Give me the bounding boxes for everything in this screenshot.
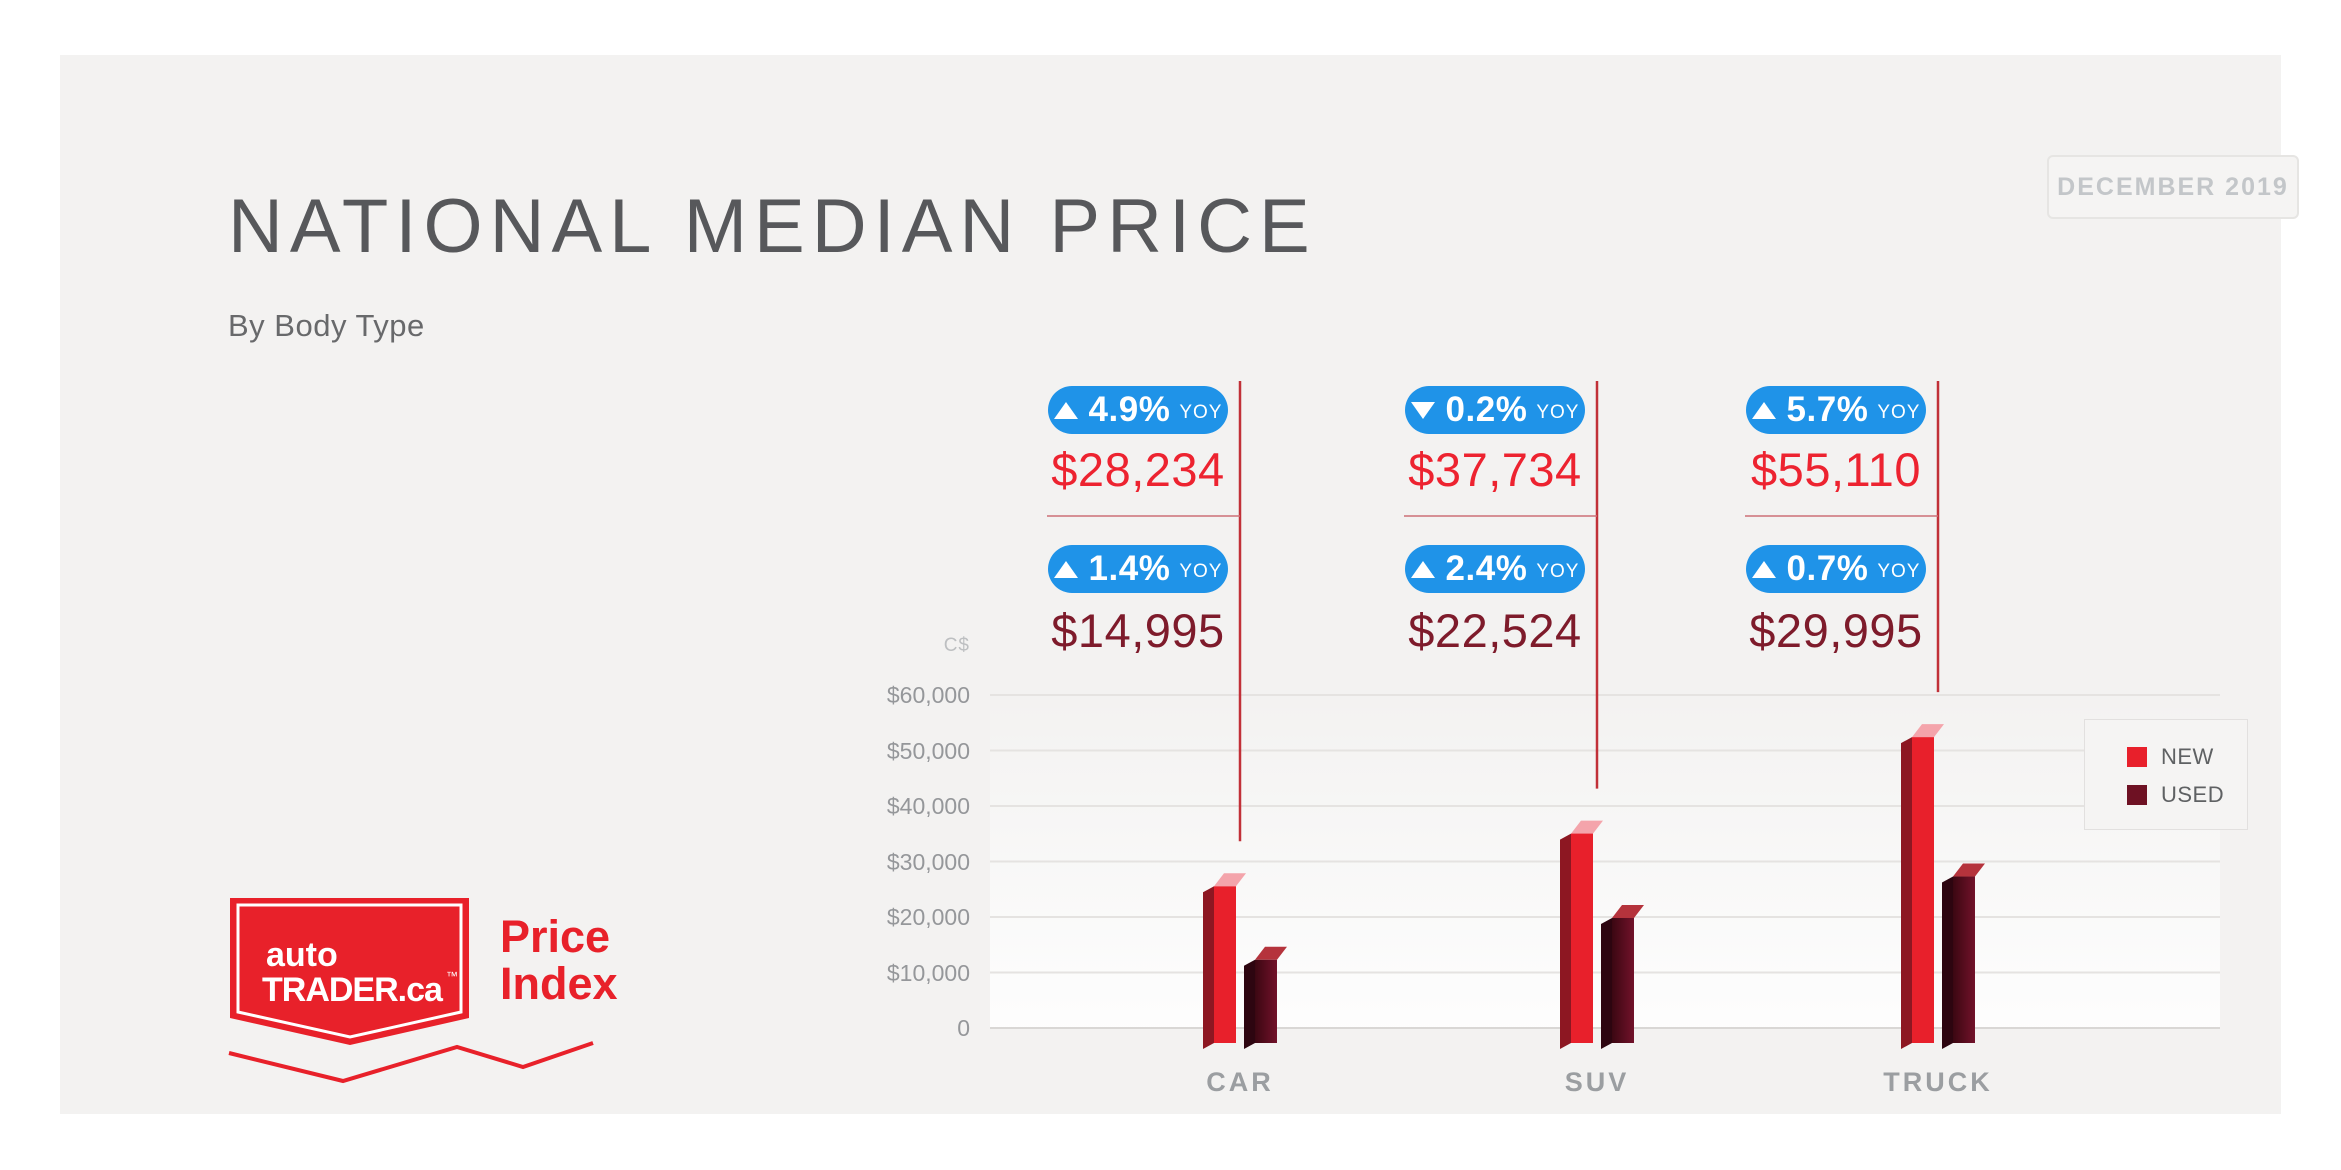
- y-tick-label: $40,000: [886, 793, 970, 819]
- callout-group-car: 4.9% YOY $28,234 1.4% YOY $14,995: [1028, 386, 1248, 655]
- truck-new-price: $55,110: [1751, 443, 1921, 496]
- car-used-yoy-pill: 1.4% YOY: [1048, 545, 1228, 593]
- truck-new-yoy-pill: 5.7% YOY: [1746, 386, 1926, 434]
- car-used-price: $14,995: [1051, 604, 1225, 657]
- truck-used-yoy-pill: 0.7% YOY: [1746, 545, 1926, 593]
- car-new-yoy-pct: 4.9%: [1088, 390, 1171, 429]
- card-background: NATIONAL MEDIAN PRICE By Body Type DECEM…: [60, 55, 2299, 1114]
- logo-text-auto: auto: [266, 936, 338, 974]
- zigzag-stroke: [228, 1041, 594, 1084]
- suv-new-yoy-pct: 0.2%: [1445, 390, 1528, 429]
- price-index-wordmark: Price Index: [500, 913, 618, 1007]
- truck-new-yoy-pct: 5.7%: [1786, 390, 1869, 429]
- zigzag-line-icon: [228, 1041, 594, 1084]
- autotrader-logo-badge: auto TRADER.ca ™: [230, 898, 469, 1045]
- y-axis-unit: C$: [943, 635, 970, 656]
- suv-new-yoy-pill: 0.2% YOY: [1405, 386, 1585, 434]
- suv-used-yoy-pct: 2.4%: [1445, 549, 1528, 588]
- truck-used-yoy-unit: YOY: [1877, 560, 1921, 582]
- callout-group-truck: 5.7% YOY $55,110 0.7% YOY $29,995: [1726, 386, 1946, 655]
- legend: NEW USED: [2084, 719, 2248, 830]
- y-tick-label: $50,000: [886, 737, 970, 764]
- y-tick-label: $10,000: [886, 959, 970, 986]
- truck-used-price: $29,995: [1749, 604, 1923, 657]
- legend-swatch-new: [2127, 747, 2147, 767]
- logo-shield-outline: [236, 903, 463, 1039]
- x-label-suv: SUV: [1564, 1067, 1630, 1097]
- suv-used-yoy-unit: YOY: [1536, 560, 1580, 582]
- x-label-truck: TRUCK: [1883, 1067, 1993, 1097]
- suv-used-yoy-pill: 2.4% YOY: [1405, 545, 1585, 593]
- arrow-up-icon: [1410, 560, 1435, 578]
- car-used-yoy-unit: YOY: [1179, 560, 1223, 582]
- suv-new-yoy-unit: YOY: [1536, 401, 1580, 423]
- logo-trademark: ™: [446, 969, 458, 983]
- x-label-car: CAR: [1206, 1067, 1274, 1097]
- legend-item-used: USED: [2127, 782, 2247, 808]
- logo-shield-shape: [230, 898, 469, 1045]
- legend-swatch-used: [2127, 785, 2147, 805]
- wordmark-line1: Price: [500, 911, 611, 962]
- car-new-yoy-unit: YOY: [1179, 401, 1223, 423]
- legend-label-used: USED: [2161, 782, 2225, 807]
- suv-used-price: $22,524: [1408, 604, 1582, 657]
- wordmark-line2: Index: [500, 958, 618, 1009]
- car-new-price: $28,234: [1051, 443, 1225, 496]
- date-badge: DECEMBER 2019: [2047, 155, 2299, 219]
- page-title: NATIONAL MEDIAN PRICE: [228, 184, 1317, 269]
- arrow-up-icon: [1053, 401, 1078, 419]
- arrow-up-icon: [1751, 560, 1776, 578]
- truck-new-yoy-unit: YOY: [1877, 401, 1921, 423]
- suv-new-price: $37,734: [1408, 443, 1582, 496]
- y-tick-label: 0: [957, 1015, 970, 1041]
- car-new-yoy-pill: 4.9% YOY: [1048, 386, 1228, 434]
- truck-used-yoy-pct: 0.7%: [1786, 549, 1869, 588]
- arrow-up-icon: [1053, 560, 1078, 578]
- arrow-up-icon: [1751, 401, 1776, 419]
- legend-item-new: NEW: [2127, 744, 2247, 770]
- y-tick-label: $20,000: [886, 904, 970, 930]
- car-used-yoy-pct: 1.4%: [1088, 549, 1171, 588]
- page-subtitle: By Body Type: [228, 308, 425, 343]
- y-tick-label: $30,000: [886, 848, 970, 875]
- plot-area: [990, 695, 2220, 1028]
- y-tick-label: $60,000: [886, 682, 970, 708]
- legend-label-new: NEW: [2161, 744, 2214, 769]
- logo-text-trader: TRADER.ca: [262, 971, 444, 1009]
- callout-group-suv: 0.2% YOY $37,734 2.4% YOY $22,524: [1385, 386, 1605, 655]
- arrow-down-icon: [1410, 401, 1435, 419]
